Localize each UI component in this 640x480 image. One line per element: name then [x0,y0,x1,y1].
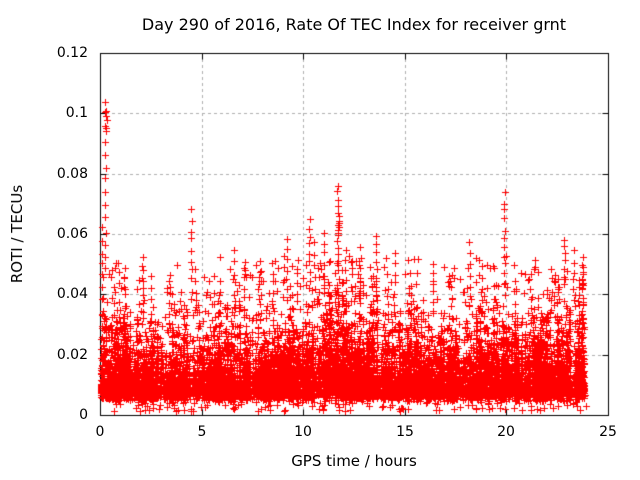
x-axis-label: GPS time / hours [291,452,417,470]
y-tick-label: 0.12 [56,45,88,61]
x-tick-label: 10 [294,424,312,440]
x-tick-label: 0 [95,424,105,440]
y-tick-label: 0.06 [56,226,88,242]
x-tick-label: 5 [197,424,207,440]
x-tick-label: 25 [599,424,617,440]
y-tick-label: 0.1 [65,105,88,121]
y-tick-label: 0.08 [56,166,88,182]
y-axis-label: ROTI / TECUs [8,184,26,284]
x-tick-label: 15 [396,424,414,440]
x-tick-label: 20 [497,424,515,440]
y-tick-label: 0.04 [56,286,88,302]
chart-title: Day 290 of 2016, Rate Of TEC Index for r… [141,15,567,34]
y-tick-label: 0 [79,407,88,423]
y-tick-label: 0.02 [56,347,88,363]
